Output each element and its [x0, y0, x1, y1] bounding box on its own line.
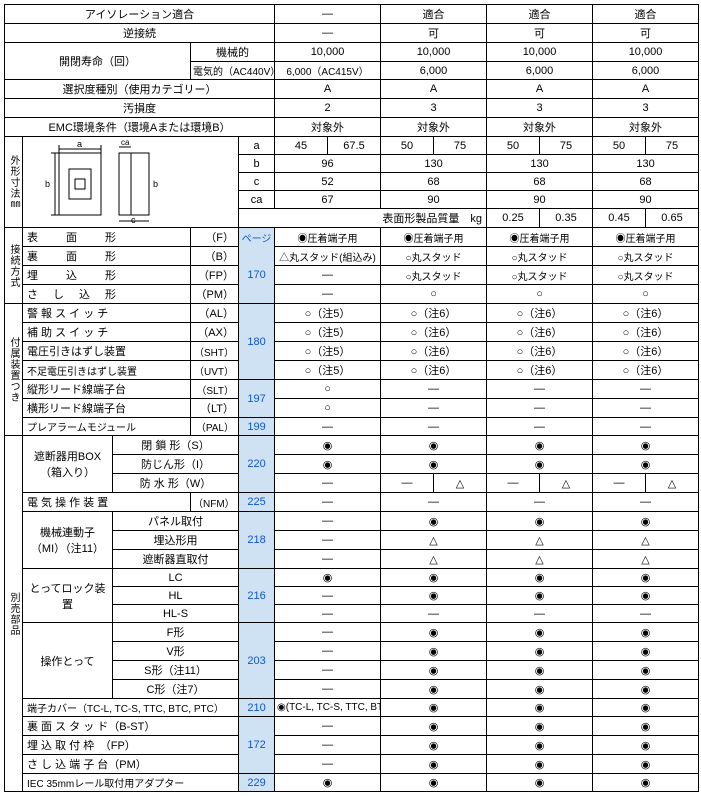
spec-table: アイソレーション適合 — 適合 適合 適合 逆接続 — 可 可 可 開閉寿命（回… [4, 4, 699, 792]
box-label: 遮断器用BOX（箱入り） [23, 436, 113, 493]
row-isolation-label: アイソレーション適合 [5, 5, 275, 24]
c1: — [275, 5, 381, 24]
c3: 適合 [487, 5, 593, 24]
svg-text:c: c [131, 215, 136, 225]
svg-text:b: b [153, 179, 158, 189]
c2: 適合 [381, 5, 487, 24]
svg-text:a: a [77, 139, 82, 149]
svg-text:ca: ca [121, 139, 130, 147]
dims-vlabel: 外形寸法㎜ [5, 137, 23, 228]
mi-label: 機械連動子（MI）（注11） [23, 512, 113, 569]
svg-text:b: b [45, 179, 50, 189]
c4: 適合 [593, 5, 699, 24]
row-reverse-label: 逆接続 [5, 24, 275, 43]
dimension-diagram: a b b ca c [23, 137, 239, 228]
row-life-label: 開閉寿命（回） [5, 43, 191, 80]
page-170: 170 [239, 247, 275, 304]
